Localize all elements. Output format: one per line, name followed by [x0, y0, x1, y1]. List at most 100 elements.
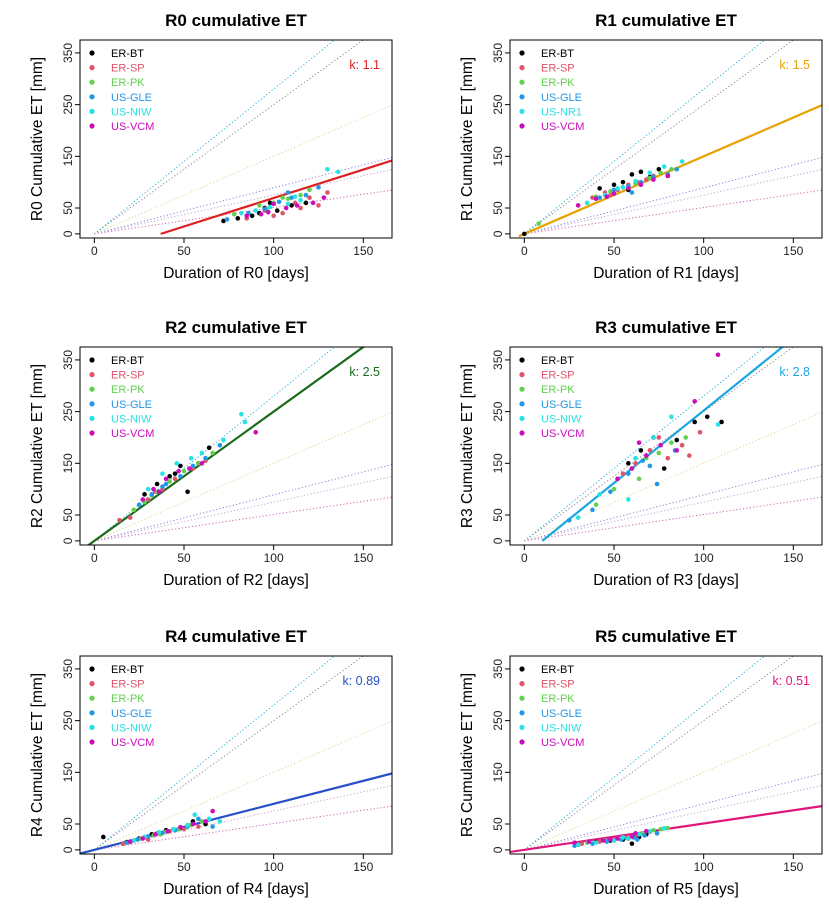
point-er-bt — [629, 172, 635, 177]
point-er-pk — [210, 450, 215, 456]
point-us-vcm — [187, 466, 192, 471]
point-us-niw — [242, 419, 248, 425]
point-er-sp — [196, 824, 201, 829]
plot-area — [510, 656, 822, 854]
k-value-label: k: 1.5 — [779, 58, 810, 72]
k-value-label: k: 2.8 — [779, 365, 810, 379]
point-us-vcm — [151, 486, 156, 492]
point-er-bt — [611, 182, 617, 188]
legend-label: ER-PK — [111, 693, 145, 705]
point-us-nr1 — [661, 164, 667, 169]
point-er-sp — [665, 455, 671, 461]
legend-label: US-GLE — [541, 708, 582, 720]
x-tick-label: 100 — [264, 860, 284, 874]
y-tick-label: 350 — [61, 43, 75, 63]
point-us-gle — [597, 195, 602, 200]
point-er-sp — [271, 213, 276, 219]
x-tick-label: 100 — [264, 551, 284, 565]
point-er-pk — [658, 826, 663, 832]
point-er-bt — [638, 448, 644, 453]
y-axis-label: R2 Cumulative ET [mm] — [29, 364, 46, 528]
point-er-sp — [656, 435, 662, 440]
legend-label: ER-SP — [541, 370, 575, 382]
point-us-vcm — [626, 186, 631, 191]
legend-label: US-VCM — [541, 121, 584, 133]
y-axis-label: R5 Cumulative ET [mm] — [459, 673, 476, 837]
panel-5: 0 50 100 150 0 50 150 250 350 R5 cumulative ET Dur… — [459, 627, 823, 898]
point-er-pk — [181, 468, 187, 474]
legend-label: US-GLE — [111, 399, 152, 411]
point-er-sp — [679, 442, 685, 448]
point-us-gle — [608, 489, 613, 495]
point-us-vcm — [178, 824, 183, 830]
legend-label: US-NIW — [111, 722, 152, 734]
legend-marker — [519, 415, 525, 421]
point-er-bt — [178, 463, 183, 469]
point-er-sp — [643, 177, 649, 182]
point-us-niw — [267, 204, 273, 210]
y-tick-label: 0 — [491, 846, 505, 853]
point-er-pk — [536, 221, 541, 226]
point-us-vcm — [165, 828, 171, 834]
point-us-niw — [188, 455, 194, 461]
point-us-gle — [262, 206, 267, 212]
point-us-niw — [575, 515, 581, 520]
point-er-bt — [274, 208, 280, 213]
point-us-niw — [292, 194, 298, 199]
point-er-bt — [167, 473, 172, 479]
point-us-nr1 — [620, 185, 626, 190]
legend: ER-BT ER-SP ER-PK US-GLE US-NIW US-VCM — [89, 48, 154, 133]
point-us-gle — [674, 166, 680, 172]
point-er-bt — [303, 200, 309, 206]
point-er-sp — [181, 826, 187, 832]
point-us-gle — [190, 463, 196, 469]
x-tick-label: 0 — [521, 860, 528, 874]
x-tick-label: 0 — [521, 551, 528, 565]
point-us-niw — [651, 435, 656, 440]
point-er-bt — [626, 461, 631, 466]
legend-marker — [519, 401, 525, 407]
chart-title: R1 cumulative ET — [595, 11, 737, 30]
point-us-niw — [174, 461, 180, 466]
x-tick-label: 50 — [607, 551, 621, 565]
legend: ER-BT ER-SP ER-PK US-GLE US-NR1 US-VCM — [519, 48, 584, 133]
legend-marker — [89, 401, 95, 407]
point-us-gle — [590, 507, 595, 513]
legend-marker — [89, 724, 95, 731]
point-us-niw — [715, 422, 721, 427]
point-er-sp — [590, 195, 595, 200]
point-us-niw — [185, 822, 190, 828]
y-tick-label: 250 — [491, 94, 505, 114]
point-us-vcm — [127, 839, 133, 844]
point-er-sp — [579, 841, 585, 846]
point-us-vcm — [593, 196, 599, 202]
point-er-pk — [257, 203, 262, 208]
y-tick-label: 50 — [491, 508, 505, 522]
point-us-niw — [325, 166, 330, 172]
point-us-vcm — [210, 808, 215, 814]
point-er-pk — [656, 450, 662, 456]
point-er-bt — [221, 218, 226, 224]
point-us-niw — [298, 197, 303, 203]
point-us-vcm — [608, 837, 613, 842]
point-er-pk — [593, 502, 599, 507]
legend-marker — [519, 695, 525, 701]
point-er-sp — [633, 461, 638, 466]
point-us-vcm — [629, 466, 635, 471]
chart-title: R4 cumulative ET — [165, 627, 307, 646]
point-er-bt — [638, 169, 644, 175]
x-tick-label: 50 — [607, 860, 621, 874]
reference-line — [524, 157, 822, 235]
point-er-bt — [172, 471, 178, 476]
reference-line — [94, 805, 392, 851]
legend-label: US-GLE — [541, 92, 582, 104]
plot-border — [79, 346, 393, 546]
legend-label: ER-SP — [541, 63, 575, 75]
y-tick-label: 150 — [491, 146, 505, 166]
point-us-vcm — [244, 213, 250, 219]
point-us-gle — [647, 463, 653, 469]
panel-2: 0 50 100 150 0 50 150 250 350 R2 cumulative ET Dur… — [29, 318, 393, 589]
point-us-nr1 — [584, 200, 590, 206]
point-er-sp — [172, 476, 178, 482]
reference-line — [524, 464, 822, 542]
